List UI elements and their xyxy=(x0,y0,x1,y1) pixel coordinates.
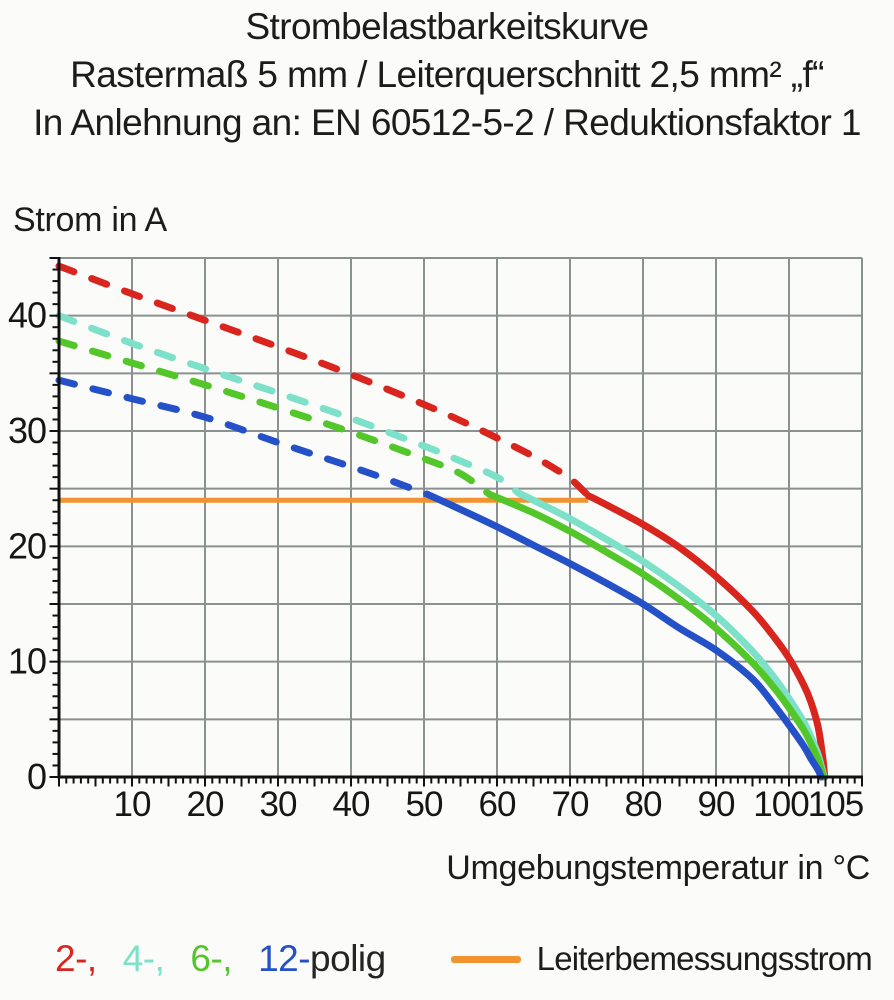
title-line-3: In Anlehnung an: EN 60512-5-2 / Reduktio… xyxy=(33,102,861,143)
x-tick-label-105: 105 xyxy=(808,785,863,824)
curve-12-polig-dashed xyxy=(55,376,432,498)
x-tick-label-30: 30 xyxy=(260,785,297,824)
title-line-2: Rastermaß 5 mm / Leiterquerschnitt 2,5 m… xyxy=(70,54,824,95)
legend-polig-suffix: polig xyxy=(310,938,386,979)
legend-pole-label-6: 6-, xyxy=(190,938,233,979)
curve-12-polig-solid xyxy=(424,490,825,781)
axes-lines xyxy=(57,257,863,779)
y-tick-label-40: 40 xyxy=(8,295,46,336)
chart-title: Strombelastbarkeitskurve Rastermaß 5 mm … xyxy=(0,3,894,147)
x-tick-label-50: 50 xyxy=(406,785,443,824)
legend-pole-label-4: 4-, xyxy=(122,938,165,979)
curve-6-polig-dashed xyxy=(55,337,494,498)
y-tick-label-10: 10 xyxy=(8,641,46,682)
legend-poles: 2-, 4-, 6-, 12-polig xyxy=(55,938,386,980)
x-axis-title: Umgebungstemperatur in °C xyxy=(446,849,870,887)
y-tick-label-30: 30 xyxy=(8,410,46,451)
legend-pole-label-2: 2-, xyxy=(55,938,97,979)
y-tick-label-20: 20 xyxy=(8,525,46,566)
curve-6-polig-solid xyxy=(486,490,827,781)
curve-4-polig-dashed xyxy=(55,312,523,497)
x-tick-label-90: 90 xyxy=(698,785,735,824)
grid-lines xyxy=(59,257,863,777)
x-tick-label-40: 40 xyxy=(333,785,370,824)
curve-2-polig-solid xyxy=(584,492,829,781)
x-tick-label-20: 20 xyxy=(187,785,224,824)
x-tick-label-80: 80 xyxy=(625,785,662,824)
x-tick-label-70: 70 xyxy=(552,785,589,824)
rated-current-line-swatch xyxy=(450,955,521,963)
tick-labels: 10 20 30 40 50 60 70 80 90 100 105 0 10 20 30 40 xyxy=(8,295,864,824)
x-tick-label-10: 10 xyxy=(114,785,151,824)
y-axis-title: Strom in A xyxy=(13,201,167,239)
y-tick-label-0: 0 xyxy=(27,756,46,797)
legend-pole-label-12: 12- xyxy=(258,938,311,979)
title-line-1: Strombelastbarkeitskurve xyxy=(245,6,649,47)
x-tick-label-100: 100 xyxy=(753,785,809,824)
axis-ticks xyxy=(49,257,863,787)
legend-rated-current: Leiterbemessungsstrom xyxy=(450,938,873,980)
x-tick-label-60: 60 xyxy=(479,785,516,824)
curve-2-polig-dashed xyxy=(55,262,592,500)
curve-4-polig-solid xyxy=(515,489,828,781)
rated-current-label: Leiterbemessungsstrom xyxy=(536,940,873,977)
